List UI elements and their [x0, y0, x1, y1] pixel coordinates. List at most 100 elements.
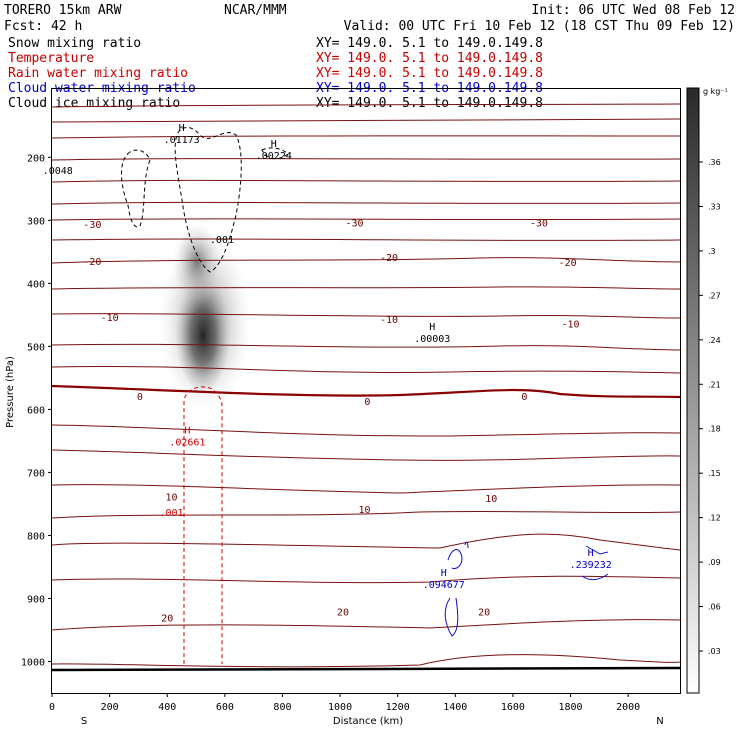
isotherm-label: -30	[83, 220, 101, 231]
field-xy-temperature: XY= 149.0. 5.1 to 149.0.149.8	[316, 51, 543, 66]
isotherm-label: -10	[101, 313, 119, 324]
x-tick-label: 1600	[501, 702, 525, 713]
cloud-ice-contours	[121, 126, 289, 273]
maximum-value: .02661	[169, 437, 205, 448]
y-tick-label: 900	[27, 594, 45, 605]
valid-time: Valid: 00 UTC Fri 10 Feb 12 (18 CST Thu …	[344, 19, 735, 34]
maximum-marker: H	[179, 123, 185, 134]
maximum-value: .00003	[414, 334, 450, 345]
isotherm-label: 0	[137, 392, 143, 403]
y-tick-label: 500	[27, 342, 45, 353]
field-name-snow: Snow mixing ratio	[8, 36, 141, 51]
colorbar-tick-label: .09	[708, 558, 721, 567]
maximum-value: .00224	[256, 151, 292, 162]
plot-frame	[51, 88, 681, 694]
field-name-temperature: Temperature	[8, 51, 94, 66]
cloud-water-contours	[444, 541, 609, 637]
maximum-value: .239232	[570, 560, 612, 571]
x-tick-label: 200	[101, 702, 119, 713]
isotherm-label: -20	[559, 258, 577, 269]
isotherm-label: -30	[345, 218, 363, 229]
isotherm-label: -20	[380, 253, 398, 264]
field-name-rain: Rain water mixing ratio	[8, 66, 188, 81]
isotherm-label: 10	[359, 505, 371, 516]
colorbar-tick-label: .03	[708, 647, 721, 656]
snow-shading-top	[173, 222, 221, 302]
isotherm-label: 10	[485, 494, 497, 505]
isotherm-label: 20	[337, 607, 349, 618]
maximum-marker: H	[429, 322, 435, 333]
colorbar-tick-label: .27	[708, 291, 721, 300]
rain-water-contour	[183, 386, 223, 664]
isotherm-label: -10	[562, 319, 580, 330]
surface-line	[51, 666, 681, 672]
maximum-marker: H	[271, 139, 277, 150]
y-tick-label: 700	[27, 468, 45, 479]
colorbar-unit: g kg⁻¹	[703, 87, 728, 96]
y-tick-label: 1000	[21, 657, 45, 668]
snow-shading-core	[175, 270, 231, 390]
x-tick-label: 400	[158, 702, 176, 713]
x-tick-label: 0	[49, 702, 55, 713]
field-xy-cloud-ice: XY= 149.0. 5.1 to 149.0.149.8	[316, 96, 543, 111]
isotherm-label: 0	[364, 397, 370, 408]
freezing-level-isotherm	[51, 384, 681, 399]
isotherm-label: -20	[83, 257, 101, 268]
plot-area	[51, 88, 681, 694]
colorbar-ramp	[686, 87, 700, 694]
y-tick-label: 200	[27, 153, 45, 164]
x-axis: 0 200 400 600 800 1000 1200 1400 1600 1800 2000	[49, 693, 640, 713]
colorbar-tick-label: .21	[708, 380, 721, 389]
isotherm-label: 0	[521, 392, 527, 403]
y-tick-label: 300	[27, 216, 45, 227]
maximum-marker: H	[441, 568, 447, 579]
y-tick-label: 600	[27, 405, 45, 416]
y-axis-label: Pressure (hPa)	[5, 356, 16, 428]
x-axis-label: Distance (km)	[333, 716, 403, 727]
colorbar-ticks: .36 .33 .3 .27 .24 .21 .18 .15 .12 .09 .06 .03	[699, 158, 721, 656]
temperature-labels: -30 -30 -30 -20 -20 -20 -10 -10 -10 0 0 0 10 10 10 20 20…	[83, 218, 579, 624]
isotherm-label: -10	[380, 315, 398, 326]
contour-label: .0048	[43, 166, 73, 177]
forecast-hour: Fcst: 42 h	[4, 19, 82, 34]
model-title: TORERO 15km ARW	[4, 3, 122, 18]
isotherm-label: 10	[166, 493, 178, 504]
north-end-label: N	[656, 716, 663, 727]
contour-labels: .001 .001 .0048	[43, 166, 234, 519]
colorbar-tick-label: .15	[708, 469, 721, 478]
isotherm-label: 20	[478, 607, 490, 618]
maximum-marker: H	[588, 548, 594, 559]
field-maxima: H.01173 H.00224H.00003H.02661H.094677H.23…	[164, 123, 612, 591]
colorbar-tick-label: .18	[708, 425, 721, 434]
field-xy-snow: XY= 149.0. 5.1 to 149.0.149.8	[316, 36, 543, 51]
colorbar-tick-label: .24	[708, 336, 721, 345]
colorbar-tick-label: .12	[708, 514, 721, 523]
init-time: Init: 06 UTC Wed 08 Feb 12	[532, 3, 736, 18]
x-tick-label: 1800	[558, 702, 582, 713]
contour-label: .001	[160, 508, 184, 519]
maximum-marker: H	[184, 425, 190, 436]
maximum-value: .01173	[164, 135, 200, 146]
x-tick-label: 2000	[616, 702, 640, 713]
south-end-label: S	[81, 716, 87, 727]
colorbar: g kg⁻¹ .36 .33 .3 .27 .24 .21 .18 .15 .12 .09 .06.…	[686, 87, 728, 694]
x-tick-label: 600	[216, 702, 234, 713]
colorbar-tick-label: .3	[708, 247, 716, 256]
colorbar-tick-label: .06	[708, 603, 721, 612]
isotherm-lines	[51, 103, 681, 668]
field-list: Snow mixing ratio XY= 149.0. 5.1 to 149.…	[8, 36, 543, 111]
field-xy-rain: XY= 149.0. 5.1 to 149.0.149.8	[316, 66, 543, 81]
x-tick-label: 800	[273, 702, 291, 713]
y-tick-label: 800	[27, 531, 45, 542]
x-tick-label: 1200	[386, 702, 410, 713]
isotherm-label: 20	[161, 614, 173, 625]
x-tick-label: 1400	[443, 702, 467, 713]
y-tick-label: 400	[27, 279, 45, 290]
y-axis: 200 300 400 500 600 700 800 900 1000	[21, 153, 52, 668]
field-name-cloud-ice: Cloud ice mixing ratio	[8, 96, 180, 111]
isotherm-label: -30	[530, 218, 548, 229]
x-tick-label: 1000	[328, 702, 352, 713]
org-label: NCAR/MMM	[224, 3, 287, 18]
colorbar-tick-label: .33	[708, 202, 721, 211]
